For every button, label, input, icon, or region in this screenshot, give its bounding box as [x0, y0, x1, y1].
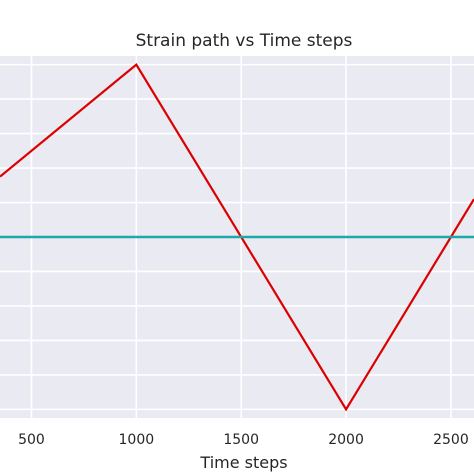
chart-title: Strain path vs Time steps: [136, 31, 353, 51]
series-lines: [0, 62, 474, 412]
x-tick-label: 1500: [223, 432, 259, 448]
x-tick-labels: 500 1000 1500 2000 2500: [18, 432, 469, 448]
x-tick-label: 2000: [328, 432, 364, 448]
x-tick-label: 1000: [119, 432, 155, 448]
x-axis-label: Time steps: [199, 453, 287, 472]
x-tick-label: 500: [18, 432, 45, 448]
x-tick-label: 2500: [433, 432, 469, 448]
